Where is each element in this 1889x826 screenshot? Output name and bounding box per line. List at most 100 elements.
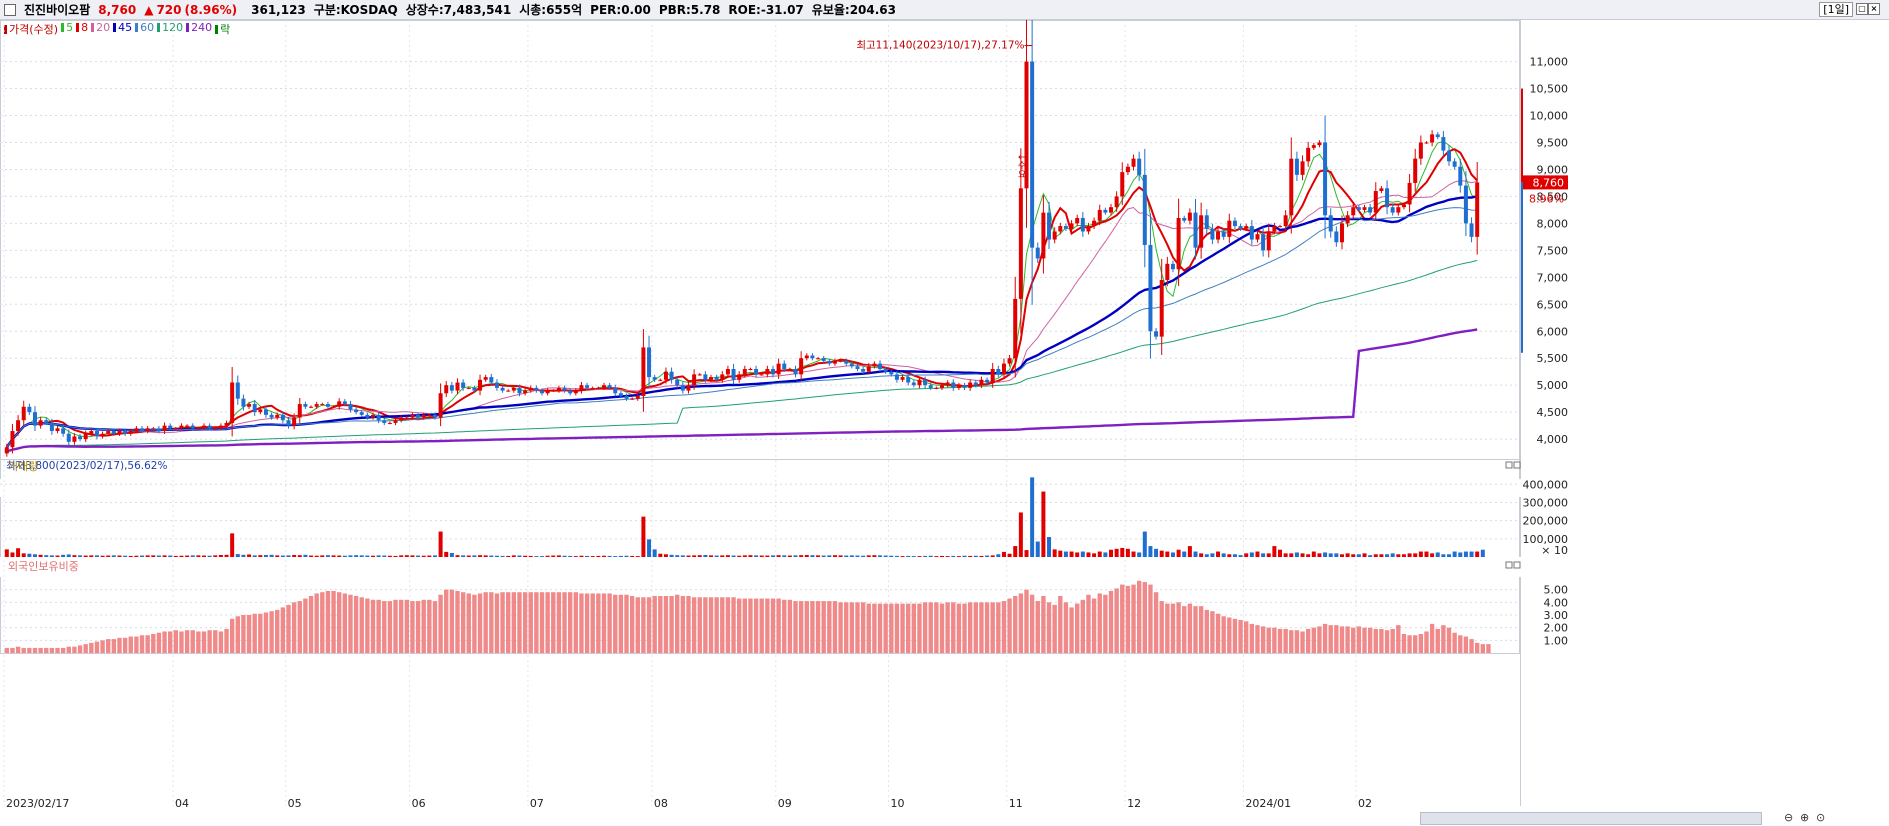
volume-bar	[1458, 552, 1463, 557]
close-icon[interactable]: ×	[1868, 3, 1880, 15]
volume-bar	[1097, 551, 1102, 557]
candle-body	[1035, 247, 1040, 259]
candle-body	[1368, 207, 1373, 213]
listed-shares: 상장수:7,483,541	[405, 3, 512, 17]
candle-body	[1176, 217, 1181, 270]
candle-body	[709, 377, 714, 380]
foreign-bar	[849, 602, 855, 653]
legend-item[interactable]: 가격(수정)	[4, 21, 58, 37]
foreign-bar	[370, 599, 376, 653]
volume-bar	[309, 555, 314, 557]
foreign-bar	[1136, 580, 1142, 653]
candle-body	[556, 387, 561, 391]
foreign-bar	[1041, 596, 1046, 653]
legend-item[interactable]: 8	[76, 21, 88, 37]
stock-chart[interactable]: 2023/02/17 04 05 06 07 08 09 10 11 12 2024/01 02 4,0…	[0, 20, 1889, 826]
foreign-bar	[1176, 602, 1181, 653]
volume-bar	[32, 554, 37, 557]
candle-body	[1159, 280, 1164, 337]
panel-close-icon[interactable]	[1513, 461, 1521, 469]
foreign-bar	[652, 596, 657, 653]
foreign-bar	[342, 593, 348, 653]
candle-body	[635, 395, 640, 399]
candle-body	[759, 374, 764, 376]
zoom-in-icon[interactable]: ⊕	[1800, 811, 1810, 824]
volume-bar	[1047, 537, 1052, 557]
volume-bar	[945, 556, 950, 557]
checkbox[interactable]	[4, 3, 16, 16]
foreign-bar	[1001, 601, 1007, 653]
foreign-bar	[962, 603, 967, 653]
volume-bar	[962, 555, 967, 557]
foreign-bar	[348, 594, 353, 653]
high-annotation: 최고11,140(2023/10/17),27.17%	[856, 40, 1024, 52]
volume-bar	[641, 516, 646, 557]
volume-bar	[973, 555, 978, 557]
volume-bar	[489, 555, 494, 557]
foreign-bar	[714, 597, 719, 653]
legend-item[interactable]: 20	[91, 21, 110, 37]
volume-bar	[410, 555, 415, 557]
panel-restore-icon[interactable]	[1505, 461, 1513, 469]
legend-item[interactable]: 120	[157, 21, 183, 37]
volume-bar	[652, 549, 657, 557]
volume-bar	[292, 555, 297, 557]
candle-body	[720, 374, 725, 380]
volume-bar	[117, 555, 122, 557]
candle-body	[275, 414, 280, 418]
foreign-bar	[382, 601, 387, 653]
candle-body	[663, 371, 668, 380]
legend-item[interactable]: 5	[61, 21, 73, 37]
volume-bar	[478, 555, 483, 557]
candle-body	[1097, 209, 1102, 221]
foreign-bar	[686, 596, 691, 653]
zoom-out-icon[interactable]: ⊖	[1784, 811, 1794, 824]
zoom-reset-icon[interactable]: ⊙	[1816, 811, 1826, 824]
foreign-bar	[213, 630, 218, 653]
volume-bar	[151, 555, 156, 557]
restore-icon[interactable]: ▢	[1856, 3, 1868, 15]
legend-item[interactable]: 240	[186, 21, 212, 37]
foreign-bar	[1249, 623, 1255, 653]
foreign-bar	[720, 597, 725, 653]
candle-body	[145, 428, 150, 432]
candle-body	[1289, 158, 1294, 216]
legend-item[interactable]: 60	[135, 21, 154, 37]
volume-bar	[10, 552, 15, 557]
candle-body	[128, 431, 133, 434]
panel-close-icon[interactable]	[1513, 561, 1521, 569]
panel-restore-icon[interactable]	[1505, 561, 1513, 569]
foreign-bar	[1091, 598, 1097, 653]
period-selector[interactable]: [1일]	[1819, 2, 1853, 17]
foreign-bar	[866, 603, 871, 653]
candle-body	[517, 387, 522, 394]
candle-body	[1385, 188, 1390, 208]
candle-body	[314, 404, 319, 407]
range-marker-down	[1521, 182, 1523, 353]
volume-bar	[494, 555, 499, 557]
foreign-bar	[1013, 596, 1018, 653]
foreign-bar	[1074, 603, 1080, 653]
foreign-bar	[438, 594, 443, 653]
x-tick-label: 02	[1358, 797, 1372, 810]
candle-body	[258, 409, 263, 413]
volume-bar	[782, 555, 787, 557]
volume-bar	[596, 555, 601, 557]
volume-bar	[1413, 553, 1418, 557]
volume-bar	[399, 555, 404, 557]
legend-item[interactable]: 락	[215, 21, 230, 37]
candle-body	[731, 369, 736, 380]
volume-bar	[1294, 552, 1299, 557]
foreign-bar	[331, 590, 336, 653]
volume-bar	[1407, 553, 1412, 557]
candle-body	[787, 369, 792, 371]
legend-item[interactable]: 45	[113, 21, 132, 37]
time-scrollbar[interactable]	[1420, 812, 1762, 825]
ma-20-line	[6, 179, 1478, 448]
volume-bar	[145, 555, 150, 557]
volume-bar	[269, 554, 274, 557]
volume-bar	[832, 555, 837, 557]
foreign-bar	[844, 602, 849, 653]
foreign-bar	[556, 592, 562, 653]
volume-bar	[686, 555, 691, 557]
